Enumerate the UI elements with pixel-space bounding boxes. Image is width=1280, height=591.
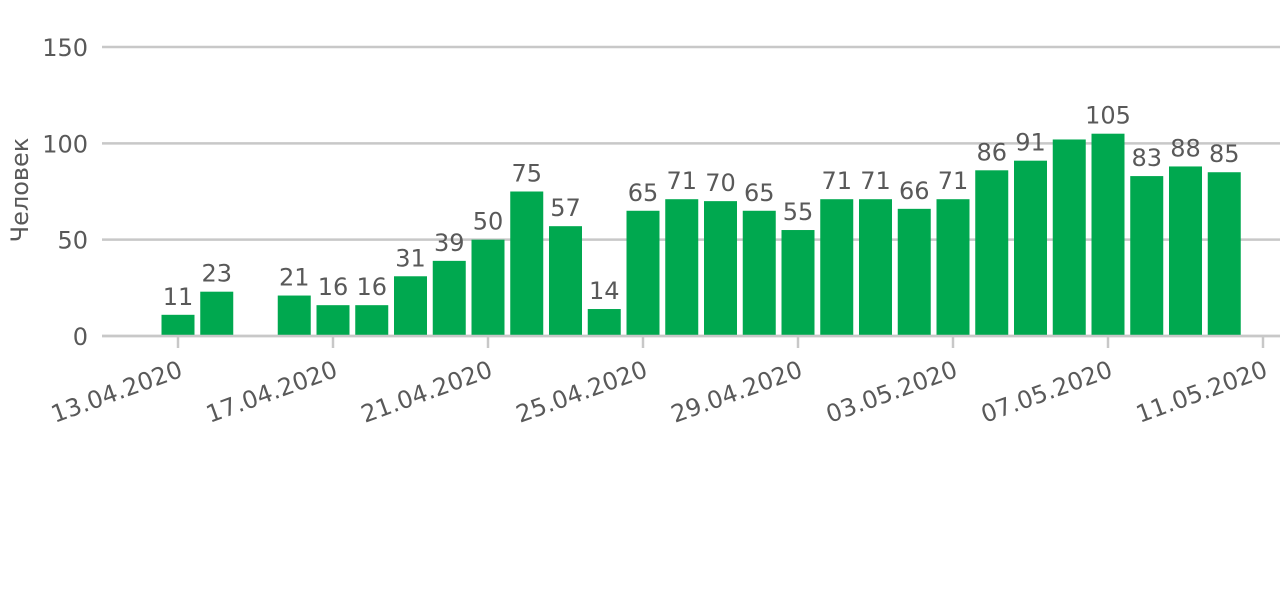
bar bbox=[200, 291, 234, 336]
y-tick-label: 150 bbox=[42, 34, 88, 62]
x-tick-label: 07.05.2020 bbox=[977, 355, 1116, 428]
bar bbox=[936, 199, 970, 336]
bar bbox=[665, 199, 699, 336]
y-axis-label: Человек bbox=[6, 138, 34, 243]
data-label: 71 bbox=[860, 167, 891, 195]
bar bbox=[1207, 172, 1241, 336]
bar bbox=[549, 226, 582, 336]
bar bbox=[355, 305, 389, 336]
bar bbox=[1169, 166, 1202, 336]
data-label: 88 bbox=[1170, 134, 1201, 162]
bar bbox=[471, 239, 505, 336]
data-label: 55 bbox=[783, 198, 814, 226]
y-tick-label: 0 bbox=[73, 323, 88, 351]
data-label: 85 bbox=[1209, 140, 1240, 168]
x-tick-label: 29.04.2020 bbox=[667, 355, 806, 428]
x-tick-label: 13.04.2020 bbox=[47, 355, 186, 428]
bar bbox=[1014, 160, 1047, 336]
bar bbox=[432, 260, 466, 336]
bar bbox=[161, 314, 195, 336]
bar bbox=[277, 295, 311, 336]
data-label: 71 bbox=[666, 167, 697, 195]
data-label: 16 bbox=[318, 273, 349, 301]
bar bbox=[510, 191, 544, 336]
data-label: 70 bbox=[705, 169, 736, 197]
data-label: 66 bbox=[899, 177, 930, 205]
bar bbox=[316, 305, 350, 336]
bar bbox=[859, 199, 892, 336]
x-tick-label: 17.04.2020 bbox=[202, 355, 341, 428]
bar bbox=[704, 201, 737, 336]
x-tick-label: 21.04.2020 bbox=[357, 355, 496, 428]
bar bbox=[820, 199, 854, 336]
data-label: 31 bbox=[395, 244, 426, 272]
data-label: 83 bbox=[1131, 144, 1162, 172]
data-label: 71 bbox=[938, 167, 969, 195]
bar bbox=[742, 210, 776, 336]
bar bbox=[897, 208, 931, 336]
data-label: 65 bbox=[628, 179, 659, 207]
data-label: 50 bbox=[473, 208, 504, 236]
data-label: 11 bbox=[163, 283, 194, 311]
data-label: 21 bbox=[279, 264, 310, 292]
bar bbox=[975, 170, 1009, 336]
data-label: 75 bbox=[511, 160, 542, 188]
bar bbox=[781, 230, 815, 336]
data-label: 91 bbox=[1015, 129, 1046, 157]
data-label: 105 bbox=[1085, 102, 1131, 130]
data-label: 14 bbox=[589, 277, 620, 305]
data-label: 39 bbox=[434, 229, 465, 257]
bar bbox=[1052, 139, 1086, 336]
bar bbox=[626, 210, 660, 336]
x-tick-label: 03.05.2020 bbox=[822, 355, 961, 428]
y-tick-label: 50 bbox=[57, 227, 88, 255]
data-label: 16 bbox=[356, 273, 387, 301]
data-label: 65 bbox=[744, 179, 775, 207]
bar bbox=[587, 309, 621, 336]
data-label: 57 bbox=[550, 194, 581, 222]
x-tick-label: 11.05.2020 bbox=[1132, 355, 1271, 428]
data-label: 86 bbox=[976, 138, 1007, 166]
bar bbox=[394, 276, 427, 336]
data-label: 23 bbox=[201, 260, 232, 288]
bar bbox=[1091, 133, 1125, 336]
bar bbox=[1130, 176, 1164, 336]
x-tick-label: 25.04.2020 bbox=[512, 355, 651, 428]
data-label: 71 bbox=[821, 167, 852, 195]
y-tick-label: 100 bbox=[42, 130, 88, 158]
